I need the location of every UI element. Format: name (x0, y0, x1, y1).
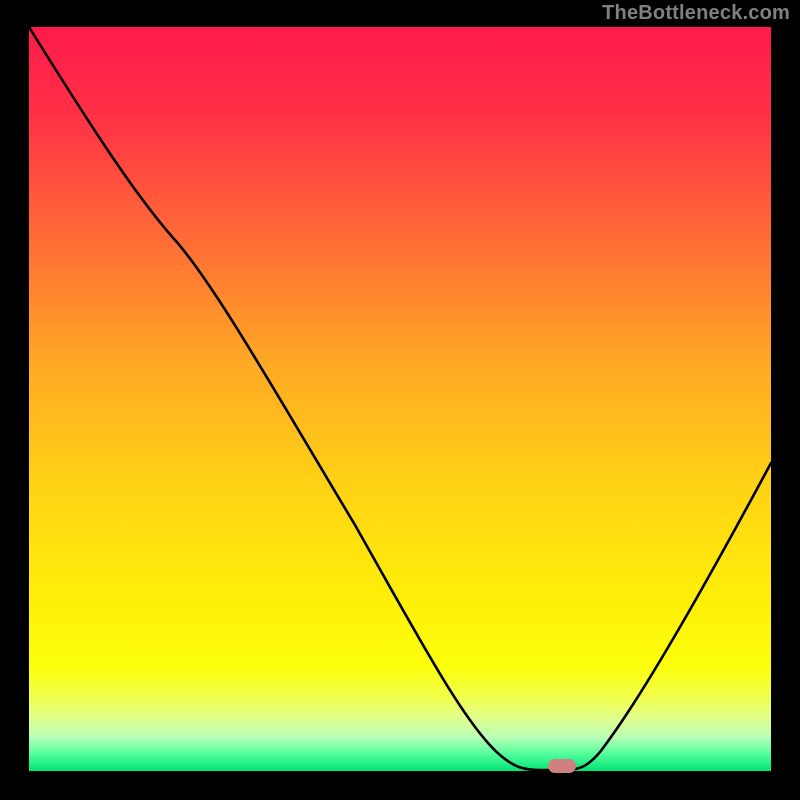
bottleneck-curve-chart (0, 0, 800, 800)
chart-root: TheBottleneck.com (0, 0, 800, 800)
attribution-text: TheBottleneck.com (602, 2, 790, 25)
